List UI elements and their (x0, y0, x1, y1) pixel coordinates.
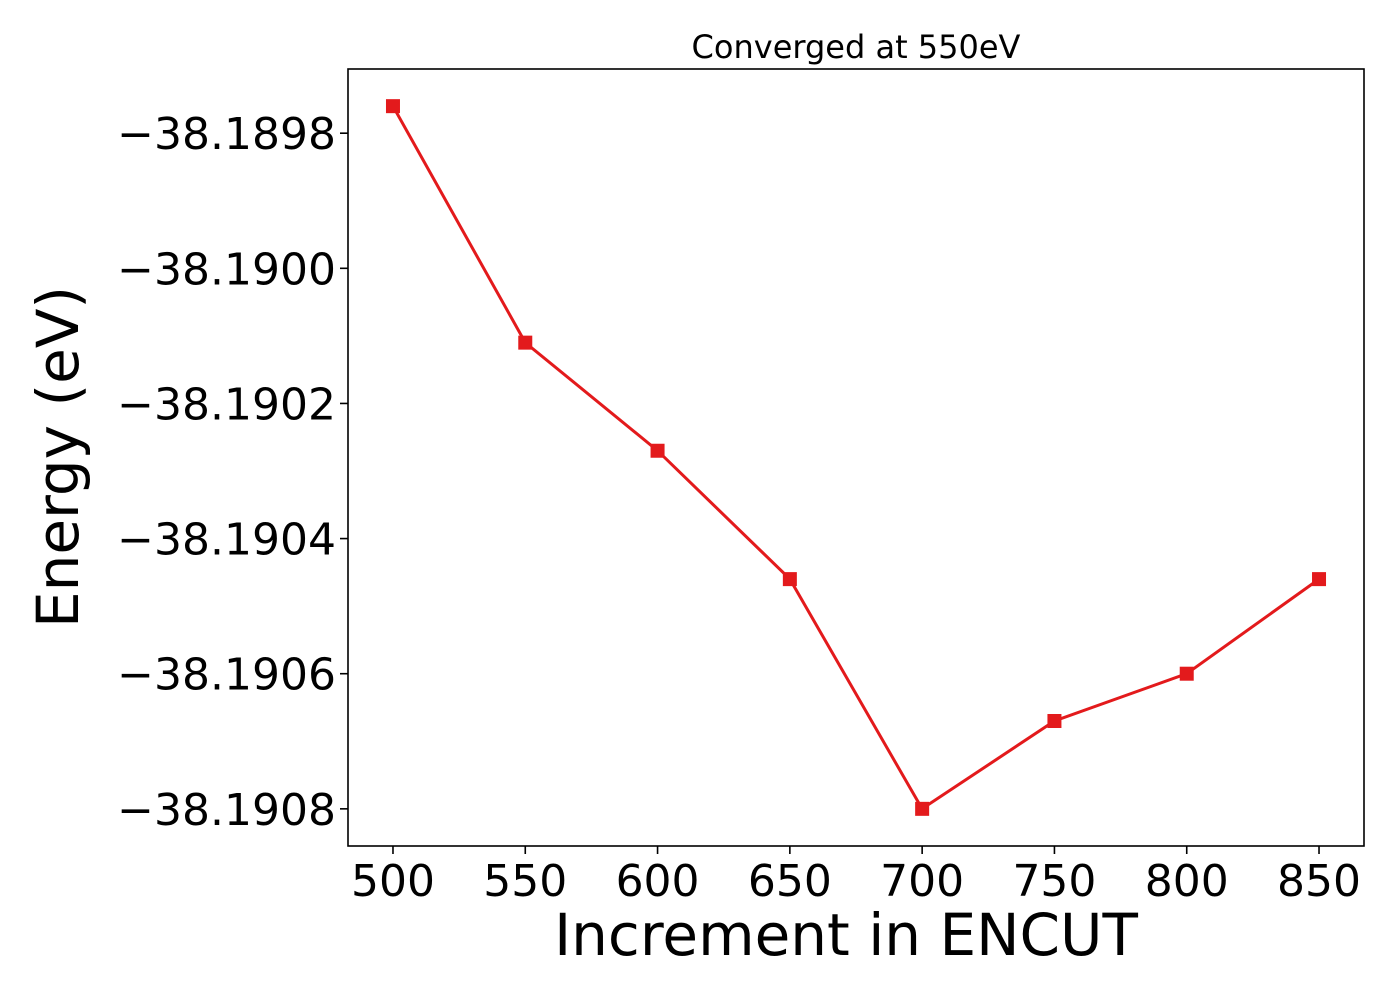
data-point (1179, 666, 1194, 681)
y-tick-label: −38.1900 (117, 244, 336, 295)
x-tick-label: 750 (1012, 856, 1096, 907)
y-axis: −38.1898 −38.1900 −38.1902 −38.1904 −38.1906… (117, 109, 348, 836)
data-point (782, 572, 797, 587)
x-tick-label: 500 (351, 856, 435, 907)
plot-area (347, 68, 1365, 847)
x-tick-label: 600 (616, 856, 700, 907)
x-tick-label: 550 (483, 856, 567, 907)
y-axis-label: Energy (eV) (24, 286, 92, 628)
x-tick-label: 700 (880, 856, 964, 907)
x-tick-label: 650 (748, 856, 832, 907)
y-tick-label: −38.1898 (117, 109, 336, 160)
x-axis-label: Increment in ENCUT (554, 901, 1138, 969)
data-point (915, 801, 930, 816)
x-tick-label: 850 (1277, 856, 1361, 907)
data-point (385, 99, 400, 114)
x-axis: 500 550 600 650 700 750 800 850 (351, 846, 1361, 907)
data-point (518, 335, 533, 350)
data-point (1312, 572, 1327, 587)
y-tick-label: −38.1906 (117, 650, 336, 701)
series-line (391, 105, 1320, 811)
data-point (1047, 714, 1062, 729)
series-markers (385, 99, 1327, 816)
x-tick-label: 800 (1145, 856, 1229, 907)
chart-title: Converged at 550eV (692, 28, 1021, 66)
data-point (650, 443, 665, 458)
y-tick-label: −38.1908 (117, 785, 336, 836)
y-tick-label: −38.1904 (117, 515, 336, 566)
y-tick-label: −38.1902 (117, 379, 336, 430)
